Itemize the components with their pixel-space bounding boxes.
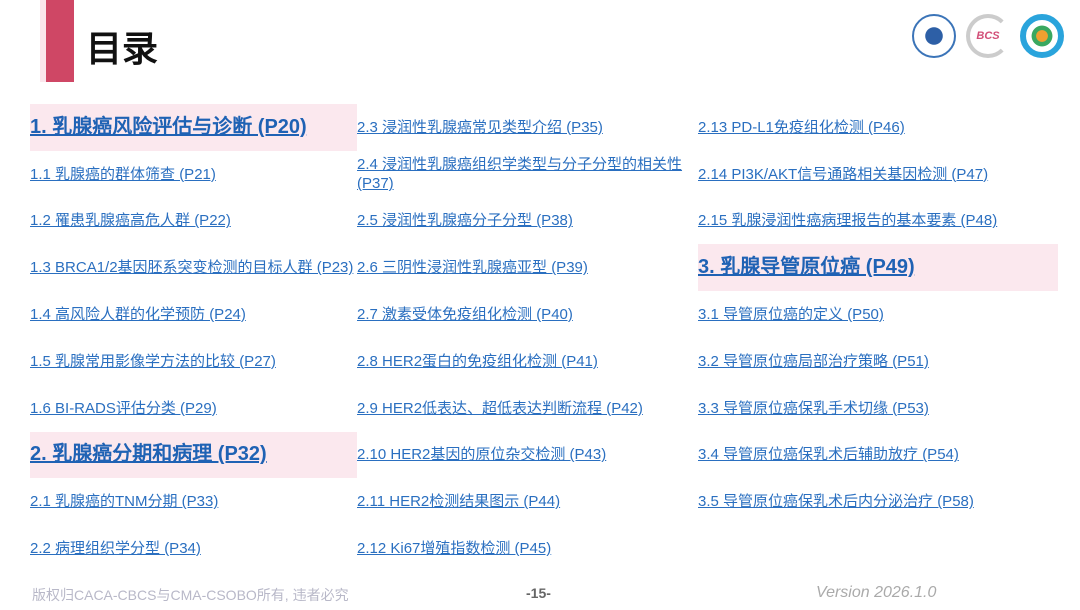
toc-link[interactable]: 2.9 HER2低表达、超低表达判断流程 (P42) — [357, 399, 643, 417]
toc-link[interactable]: 2.15 乳腺浸润性癌病理报告的基本要素 (P48) — [698, 212, 998, 230]
toc-item: 3.3 导管原位癌保乳手术切缘 (P53) — [698, 385, 1058, 432]
toc-link[interactable]: 1.1 乳腺癌的群体筛查 (P21) — [30, 165, 216, 183]
toc-column-2: 2.3 浸润性乳腺癌常见类型介绍 (P35) 2.4 浸润性乳腺癌组织学类型与分子… — [357, 104, 697, 572]
toc-link[interactable]: 1.3 BRCA1/2基因胚系突变检测的目标人群 (P23) — [30, 259, 354, 277]
toc-item: 1.2 罹患乳腺癌高危人群 (P22) — [30, 198, 357, 245]
toc-link[interactable]: 2.12 Ki67增殖指数检测 (P45) — [357, 540, 552, 558]
toc-item: 2.5 浸润性乳腺癌分子分型 (P38) — [357, 198, 697, 245]
toc-item: 2.12 Ki67增殖指数检测 (P45) — [357, 525, 697, 572]
toc-link[interactable]: 1.2 罹患乳腺癌高危人群 (P22) — [30, 212, 231, 230]
page-number: -15- — [526, 585, 551, 601]
toc-link[interactable]: 2.11 HER2检测结果图示 (P44) — [357, 493, 561, 511]
toc-link[interactable]: 1.4 高风险人群的化学预防 (P24) — [30, 306, 246, 324]
toc-link[interactable]: 1.5 乳腺常用影像学方法的比较 (P27) — [30, 352, 276, 370]
toc-item: 2.14 PI3K/AKT信号通路相关基因检测 (P47) — [698, 151, 1058, 198]
toc-item: 2.9 HER2低表达、超低表达判断流程 (P42) — [357, 385, 697, 432]
toc-item: 2.6 三阴性浸润性乳腺癌亚型 (P39) — [357, 244, 697, 291]
toc-section-heading: 3. 乳腺导管原位癌 (P49) — [698, 244, 1058, 292]
toc-link[interactable]: 2. 乳腺癌分期和病理 (P32) — [30, 443, 267, 466]
toc-item: 1.4 高风险人群的化学预防 (P24) — [30, 291, 357, 338]
toc-item: 3.1 导管原位癌的定义 (P50) — [698, 291, 1058, 338]
bcs-logo: BCS — [966, 14, 1010, 58]
toc-column-1: 1. 乳腺癌风险评估与诊断 (P20) 1.1 乳腺癌的群体筛查 (P21) 1.2… — [30, 104, 357, 572]
toc-link[interactable]: 1. 乳腺癌风险评估与诊断 (P20) — [30, 115, 307, 138]
title-accent-bar — [40, 0, 74, 82]
toc-item: 3.2 导管原位癌局部治疗策略 (P51) — [698, 338, 1058, 385]
toc-item: 2.2 病理组织学分型 (P34) — [30, 525, 357, 572]
toc-link[interactable]: 2.5 浸润性乳腺癌分子分型 (P38) — [357, 212, 573, 230]
page-title: 目录 — [86, 28, 159, 69]
toc-item: 3.5 导管原位癌保乳术后内分泌治疗 (P58) — [698, 478, 1058, 525]
toc-link[interactable]: 3. 乳腺导管原位癌 (P49) — [698, 256, 915, 279]
toc-item: 1.6 BI-RADS评估分类 (P29) — [30, 385, 357, 432]
toc-link[interactable]: 3.2 导管原位癌局部治疗策略 (P51) — [698, 352, 929, 370]
toc-link[interactable]: 2.13 PD-L1免疫组化检测 (P46) — [698, 118, 905, 136]
toc-item: 1.1 乳腺癌的群体筛查 (P21) — [30, 151, 357, 198]
caca-logo — [912, 14, 956, 58]
toc-link[interactable]: 2.7 激素受体免疫组化检测 (P40) — [357, 306, 573, 324]
toc-link[interactable]: 2.10 HER2基因的原位杂交检测 (P43) — [357, 446, 607, 464]
toc-link[interactable]: 2.2 病理组织学分型 (P34) — [30, 540, 201, 558]
toc-link[interactable]: 3.1 导管原位癌的定义 (P50) — [698, 306, 884, 324]
toc-section-heading: 2. 乳腺癌分期和病理 (P32) — [30, 431, 357, 479]
toc-item: 2.7 激素受体免疫组化检测 (P40) — [357, 291, 697, 338]
toc-link[interactable]: 3.5 导管原位癌保乳术后内分泌治疗 (P58) — [698, 493, 974, 511]
toc-item: 2.10 HER2基因的原位杂交检测 (P43) — [357, 432, 697, 479]
toc-item: 2.11 HER2检测结果图示 (P44) — [357, 478, 697, 525]
version-label: Version 2026.1.0 — [816, 584, 937, 601]
toc-link[interactable]: 2.1 乳腺癌的TNM分期 (P33) — [30, 493, 219, 511]
toc-item: 2.1 乳腺癌的TNM分期 (P33) — [30, 478, 357, 525]
toc-item: 3.4 导管原位癌保乳术后辅助放疗 (P54) — [698, 432, 1058, 479]
toc-link[interactable]: 2.8 HER2蛋白的免疫组化检测 (P41) — [357, 352, 598, 370]
toc-link[interactable]: 2.6 三阴性浸润性乳腺癌亚型 (P39) — [357, 259, 588, 277]
toc-item: 2.4 浸润性乳腺癌组织学类型与分子分型的相关性 (P37) — [357, 151, 697, 198]
toc-item: 2.15 乳腺浸润性癌病理报告的基本要素 (P48) — [698, 198, 1058, 245]
copyright-notice: 版权归CACA-CBCS与CMA-CSOBO所有, 违者必究 — [32, 587, 349, 603]
toc-section-heading: 1. 乳腺癌风险评估与诊断 (P20) — [30, 104, 357, 151]
toc-item: 1.5 乳腺常用影像学方法的比较 (P27) — [30, 338, 357, 385]
toc-link[interactable]: 3.4 导管原位癌保乳术后辅助放疗 (P54) — [698, 446, 959, 464]
csobo-logo — [1020, 14, 1064, 58]
toc-link[interactable]: 2.3 浸润性乳腺癌常见类型介绍 (P35) — [357, 118, 603, 136]
toc-item: 1.3 BRCA1/2基因胚系突变检测的目标人群 (P23) — [30, 244, 357, 291]
toc-link[interactable]: 2.14 PI3K/AKT信号通路相关基因检测 (P47) — [698, 165, 989, 183]
toc-item: 2.8 HER2蛋白的免疫组化检测 (P41) — [357, 338, 697, 385]
toc-item: 2.13 PD-L1免疫组化检测 (P46) — [698, 104, 1058, 151]
toc-link[interactable]: 1.6 BI-RADS评估分类 (P29) — [30, 399, 217, 417]
toc-link[interactable]: 3.3 导管原位癌保乳手术切缘 (P53) — [698, 399, 929, 417]
toc-link[interactable]: 2.4 浸润性乳腺癌组织学类型与分子分型的相关性 (P37) — [357, 156, 683, 193]
toc-column-3: 2.13 PD-L1免疫组化检测 (P46) 2.14 PI3K/AKT信号通路相… — [698, 104, 1058, 525]
logos: BCS — [912, 14, 1064, 58]
toc-item: 2.3 浸润性乳腺癌常见类型介绍 (P35) — [357, 104, 697, 151]
